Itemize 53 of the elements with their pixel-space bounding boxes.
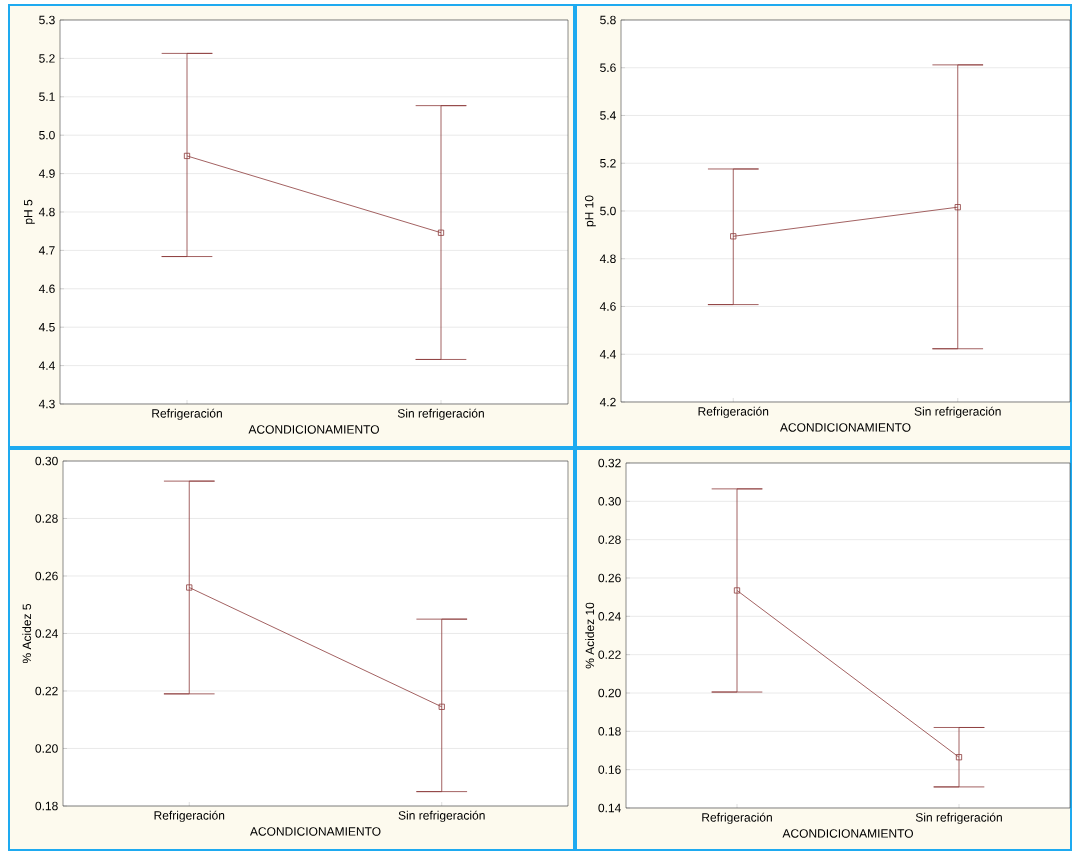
x-axis-title: ACONDICIONAMIENTO <box>249 827 381 836</box>
y-tick-label: 0.18 <box>35 801 58 811</box>
y-tick-label: 5.2 <box>600 158 616 168</box>
x-axis-title: ACONDICIONAMIENTO <box>779 423 911 432</box>
y-tick-label: 4.8 <box>599 254 616 263</box>
y-tick-label: 5.8 <box>600 15 616 25</box>
y-tick-label: 4.8 <box>38 207 55 217</box>
y-tick-label: 4.7 <box>38 246 55 255</box>
x-axis-title: ACONDICIONAMIENTO <box>782 829 913 838</box>
y-axis-title: % Acidez 5 <box>22 604 32 664</box>
x-tick-label: Refrigeración <box>698 406 769 419</box>
y-tick-label: 4.6 <box>599 302 616 311</box>
x-tick-label: Refrigeración <box>702 812 772 825</box>
x-tick-label: Sin refrigeración <box>397 408 484 421</box>
x-axis-title: ACONDICIONAMIENTO <box>248 425 379 434</box>
y-tick-label: 0.28 <box>598 535 621 544</box>
y-tick-label: 4.3 <box>38 399 55 409</box>
y-tick-label: 4.6 <box>38 284 55 294</box>
y-tick-label: 5.4 <box>600 111 616 120</box>
y-tick-label: 5.3 <box>39 15 55 25</box>
y-tick-label: 4.5 <box>38 323 55 332</box>
y-tick-label: 0.24 <box>35 629 58 638</box>
y-tick-label: 0.18 <box>598 727 621 736</box>
y-tick-label: 5.0 <box>39 130 55 140</box>
y-tick-label: 4.2 <box>599 397 616 407</box>
y-tick-label: 0.14 <box>598 803 621 813</box>
y-axis-title: pH 5 <box>24 199 35 224</box>
y-tick-label: 4.4 <box>38 361 55 370</box>
y-tick-label: 4.4 <box>599 350 616 359</box>
y-axis-title: % Acidez 10 <box>585 602 595 669</box>
y-tick-label: 0.20 <box>598 688 621 698</box>
y-tick-label: 0.26 <box>598 573 621 583</box>
x-tick-label: Sin refrigeración <box>398 810 485 823</box>
y-tick-label: 4.9 <box>38 169 55 178</box>
y-tick-label: 5.0 <box>600 206 616 216</box>
y-tick-label: 0.26 <box>35 571 58 581</box>
y-tick-label: 0.32 <box>598 458 621 468</box>
y-tick-label: 0.30 <box>598 497 621 506</box>
y-tick-label: 0.28 <box>35 514 58 523</box>
y-tick-label: 5.1 <box>39 92 55 101</box>
y-tick-label: 0.22 <box>35 686 58 696</box>
y-tick-label: 0.20 <box>35 744 58 753</box>
x-tick-label: Sin refrigeración <box>915 812 1002 825</box>
x-tick-label: Refrigeración <box>152 408 222 421</box>
x-tick-label: Refrigeración <box>154 810 225 823</box>
y-tick-label: 0.24 <box>598 612 621 621</box>
y-tick-label: 0.22 <box>598 650 621 659</box>
y-tick-label: 0.16 <box>598 765 621 774</box>
y-tick-label: 0.30 <box>35 456 58 466</box>
x-tick-label: Sin refrigeración <box>914 406 1001 419</box>
y-tick-label: 5.6 <box>600 63 616 72</box>
y-tick-label: 5.2 <box>39 54 55 63</box>
y-axis-title: pH 10 <box>584 195 596 227</box>
